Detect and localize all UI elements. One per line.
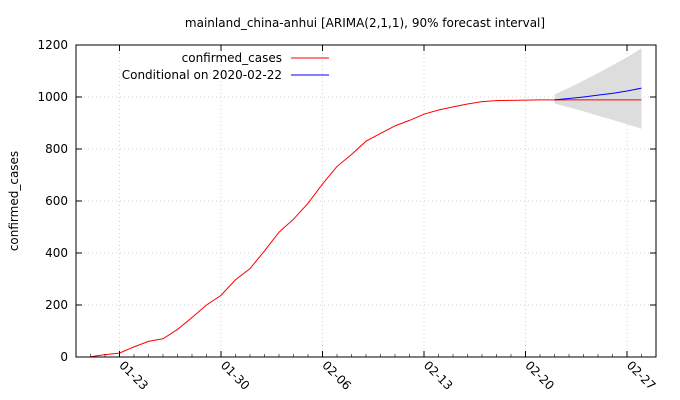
x-tick-label: 01-30 [218, 358, 253, 393]
y-axis-label: confirmed_cases [7, 151, 21, 251]
x-tick-label: 02-13 [421, 358, 456, 393]
y-tick-label: 0 [60, 350, 68, 364]
x-tick-label: 02-06 [319, 358, 354, 393]
series-line-0 [90, 99, 642, 358]
y-tick-label: 400 [45, 246, 68, 260]
y-tick-label: 1000 [37, 90, 68, 104]
grid-lines [76, 45, 656, 357]
y-axis-ticks: 0 200 400 600 800 1000 1200 [37, 38, 656, 364]
legend-label: Conditional on 2020-02-22 [122, 68, 282, 82]
chart-title: mainland_china-anhui [ARIMA(2,1,1), 90% … [185, 16, 545, 30]
y-tick-label: 200 [45, 298, 68, 312]
x-tick-label: 02-20 [522, 358, 557, 393]
forecast-interval-area [554, 48, 642, 129]
y-tick-label: 1200 [37, 38, 68, 52]
x-tick-label: 02-27 [624, 358, 659, 393]
legend-label: confirmed_cases [182, 51, 282, 65]
x-tick-label: 01-23 [116, 358, 151, 393]
y-tick-label: 800 [45, 142, 68, 156]
series-lines [90, 87, 642, 358]
y-tick-label: 600 [45, 194, 68, 208]
series-line-1 [554, 87, 642, 101]
legend: confirmed_cases Conditional on 2020-02-22 [122, 51, 329, 82]
forecast-interval-band [554, 48, 642, 129]
